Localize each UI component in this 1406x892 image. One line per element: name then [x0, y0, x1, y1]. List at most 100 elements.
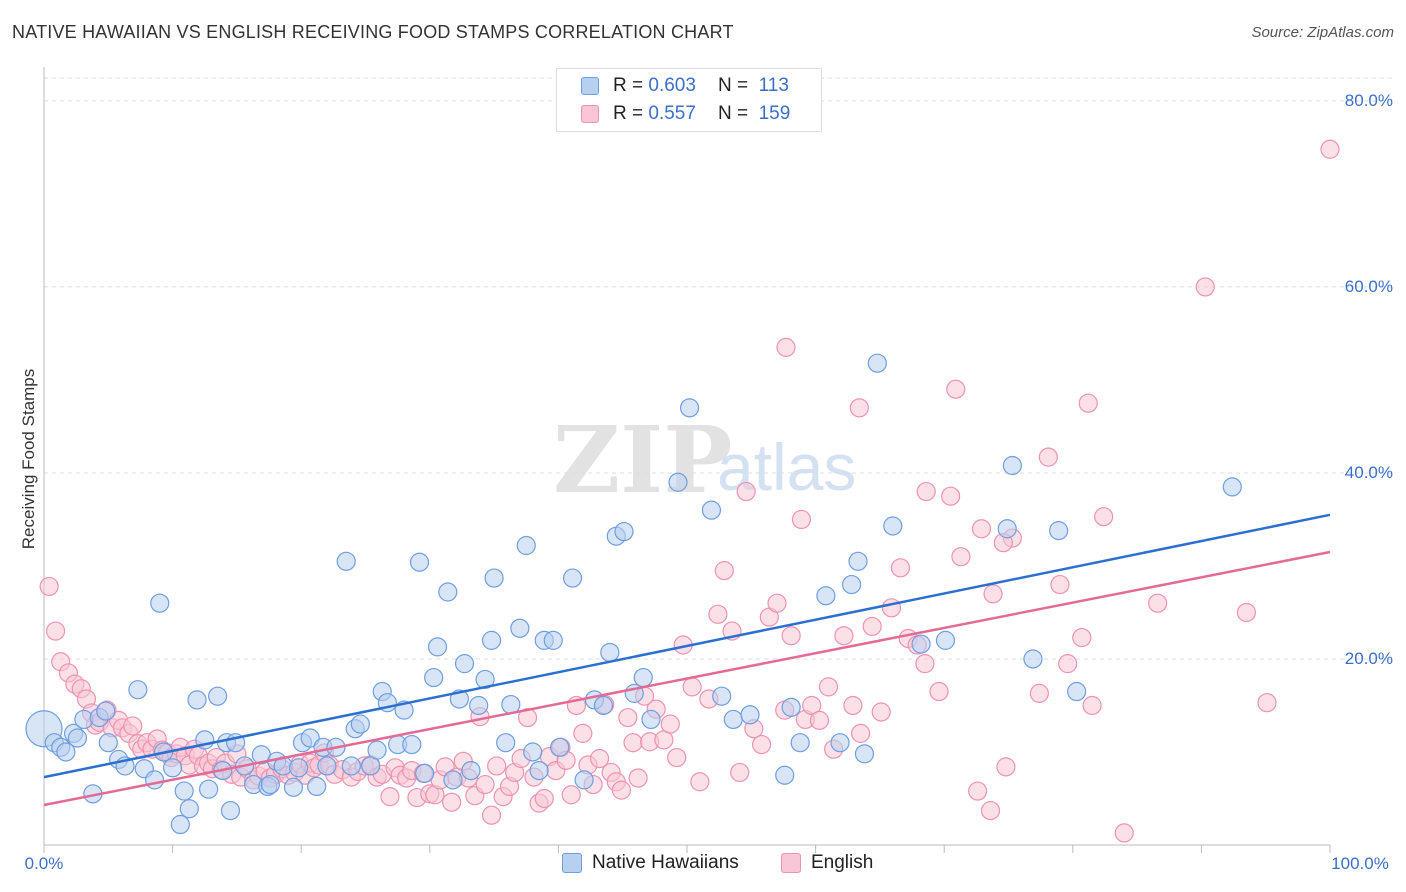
point-native-hawaiians	[816, 586, 836, 606]
point-native-hawaiians	[469, 695, 489, 716]
point-english	[714, 561, 734, 581]
point-english	[851, 723, 871, 743]
point-native-hawaiians	[475, 669, 495, 690]
point-native-hawaiians	[668, 472, 688, 492]
point-native-hawaiians	[633, 667, 653, 688]
point-english	[751, 734, 772, 755]
point-native-hawaiians	[529, 760, 549, 781]
point-english	[442, 792, 462, 812]
point-native-hawaiians	[208, 686, 228, 706]
point-native-hawaiians	[174, 781, 194, 801]
point-english	[618, 707, 638, 728]
legend-r-label: R =	[613, 75, 644, 96]
point-native-hawaiians	[679, 398, 700, 418]
point-english	[534, 788, 554, 809]
point-english	[1195, 277, 1215, 297]
point-native-hawaiians	[367, 740, 387, 760]
point-native-hawaiians	[170, 814, 190, 835]
point-english	[1148, 593, 1168, 613]
point-native-hawaiians	[179, 799, 199, 819]
point-english	[968, 781, 988, 801]
point-native-hawaiians	[935, 630, 956, 650]
legend-n-value: 113	[758, 75, 789, 96]
point-native-hawaiians	[144, 770, 165, 790]
point-native-hawaiians	[701, 500, 722, 520]
point-native-hawaiians	[593, 695, 614, 716]
point-native-hawaiians	[187, 690, 207, 710]
legend-swatch-pink	[581, 105, 599, 123]
point-english	[996, 757, 1016, 777]
legend-swatch-blue	[562, 853, 582, 873]
point-native-hawaiians	[854, 744, 875, 764]
point-native-hawaiians	[1222, 477, 1242, 497]
point-english	[708, 604, 728, 624]
point-english	[1072, 627, 1092, 648]
point-native-hawaiians	[523, 742, 543, 762]
point-english	[1257, 693, 1277, 713]
point-native-hawaiians	[67, 728, 88, 748]
legend-n-label: N =	[717, 103, 749, 124]
point-native-hawaiians	[56, 742, 76, 762]
x-tick-label: 100.0%	[1331, 854, 1389, 873]
point-english	[983, 584, 1003, 604]
point-english	[890, 558, 911, 578]
point-native-hawaiians	[883, 516, 903, 536]
point-native-hawaiians	[461, 760, 481, 781]
trend-line-native-hawaiians	[43, 513, 1331, 779]
point-native-hawaiians	[443, 770, 463, 790]
point-native-hawaiians	[415, 763, 435, 783]
point-native-hawaiians	[723, 709, 743, 730]
point-native-hawaiians	[641, 709, 661, 730]
point-native-hawaiians	[481, 630, 502, 650]
watermark-zip: ZIP	[553, 406, 732, 514]
point-english	[1058, 654, 1078, 674]
point-native-hawaiians	[1002, 455, 1022, 476]
point-native-hawaiians	[550, 737, 570, 757]
x-tick-label: 0.0%	[25, 854, 64, 873]
legend-r-label: R =	[613, 103, 644, 124]
point-native-hawaiians	[842, 574, 862, 595]
point-english	[818, 677, 839, 697]
point-native-hawaiians	[336, 551, 356, 571]
point-native-hawaiians	[484, 568, 504, 588]
legend-label-native-hawaiians: Native Hawaiians	[592, 852, 739, 873]
legend-swatch-pink	[781, 853, 801, 873]
point-native-hawaiians	[848, 551, 868, 571]
point-native-hawaiians	[1023, 649, 1043, 669]
y-tick-label: 80.0%	[1345, 91, 1393, 110]
point-native-hawaiians	[438, 582, 458, 602]
point-english	[862, 616, 882, 637]
point-native-hawaiians	[911, 634, 931, 654]
point-english	[481, 805, 502, 825]
point-native-hawaiians	[341, 756, 361, 776]
point-english	[589, 748, 610, 769]
point-english	[834, 626, 854, 646]
legend-r-value: 0.603	[648, 75, 696, 96]
legend-r-value: 0.557	[648, 103, 696, 124]
point-native-hawaiians	[409, 552, 430, 572]
point-english	[623, 733, 643, 753]
point-english	[971, 519, 992, 539]
chart-title: NATIVE HAWAIIAN VS ENGLISH RECEIVING FOO…	[12, 22, 734, 42]
point-native-hawaiians	[496, 733, 516, 753]
point-english	[980, 800, 1001, 821]
point-english	[915, 654, 935, 674]
point-english	[871, 702, 891, 722]
point-native-hawaiians	[600, 642, 620, 663]
point-english	[791, 509, 812, 530]
bottom-legend-english: English	[781, 852, 873, 874]
watermark: ZIP atlas	[553, 406, 856, 514]
point-english	[1029, 683, 1049, 703]
chart-source: Source: ZipAtlas.com	[1251, 24, 1394, 41]
point-english	[802, 695, 822, 716]
point-english	[776, 337, 796, 357]
trend-lines	[43, 513, 1331, 807]
point-english	[951, 547, 971, 567]
point-english	[730, 762, 750, 783]
point-native-hawaiians	[317, 756, 337, 776]
point-english	[767, 593, 787, 613]
point-native-hawaiians	[150, 593, 170, 613]
tick-labels: 20.0% 40.0% 60.0% 80.0% 0.0% 100.0%	[25, 91, 1393, 873]
point-english	[1114, 823, 1134, 843]
point-english	[809, 710, 830, 730]
